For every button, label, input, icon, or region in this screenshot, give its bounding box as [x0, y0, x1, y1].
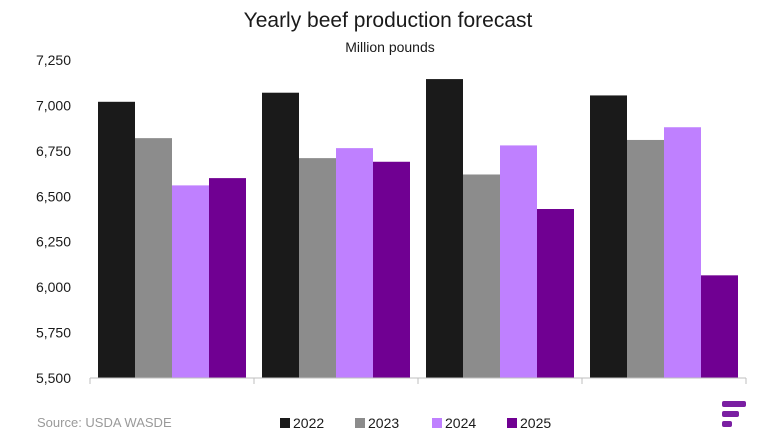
y-tick-label: 6,750: [36, 143, 71, 159]
logo-bar-top: [722, 401, 746, 407]
bar-2023: [135, 138, 172, 378]
source-note: Source: USDA WASDE: [37, 415, 172, 429]
bar-2023: [627, 139, 664, 378]
y-axis: 7,250 7,000 6,750 6,500 6,250 6,000 5,750 5,500: [36, 52, 71, 386]
bar-2023: [299, 158, 336, 378]
x-axis: [89, 377, 747, 384]
logo-bar-bottom: [722, 421, 732, 427]
logo-bar-middle: [722, 411, 739, 417]
legend-swatch-2025: [507, 418, 517, 428]
bar-2025: [701, 275, 738, 378]
y-tick-label: 7,250: [36, 52, 71, 68]
y-tick-label: 6,000: [36, 279, 71, 295]
chart-title: Yearly beef production forecast: [244, 9, 533, 32]
bars: [98, 79, 738, 379]
y-tick-label: 7,000: [36, 97, 71, 113]
y-tick-label: 5,500: [36, 370, 71, 386]
y-tick-label: 5,750: [36, 325, 71, 341]
legend-label: 2022: [293, 415, 324, 429]
y-tick-label: 6,500: [36, 188, 71, 204]
legend-label: 2025: [520, 415, 551, 429]
bar-2025: [209, 178, 246, 378]
legend-swatch-2023: [355, 418, 365, 428]
legend-swatch-2024: [432, 418, 442, 428]
legend-label: 2024: [445, 415, 476, 429]
bar-2025: [373, 161, 410, 378]
bar-2024: [336, 148, 373, 378]
bar-2022: [426, 79, 463, 378]
legend-label: 2023: [368, 415, 399, 429]
bar-2024: [664, 127, 701, 378]
bar-2022: [98, 101, 135, 379]
bar-2023: [463, 174, 500, 378]
legend-swatch-2022: [280, 418, 290, 428]
bar-2025: [537, 209, 574, 378]
y-tick-label: 6,250: [36, 234, 71, 250]
bar-2022: [590, 95, 627, 378]
bar-2024: [172, 185, 209, 378]
legend: 2022 2023 2024 2025: [280, 415, 551, 429]
bar-2024: [500, 145, 537, 378]
brand-logo-icon: [722, 401, 746, 427]
bar-2022: [262, 92, 299, 379]
chart-subtitle: Million pounds: [345, 39, 435, 55]
